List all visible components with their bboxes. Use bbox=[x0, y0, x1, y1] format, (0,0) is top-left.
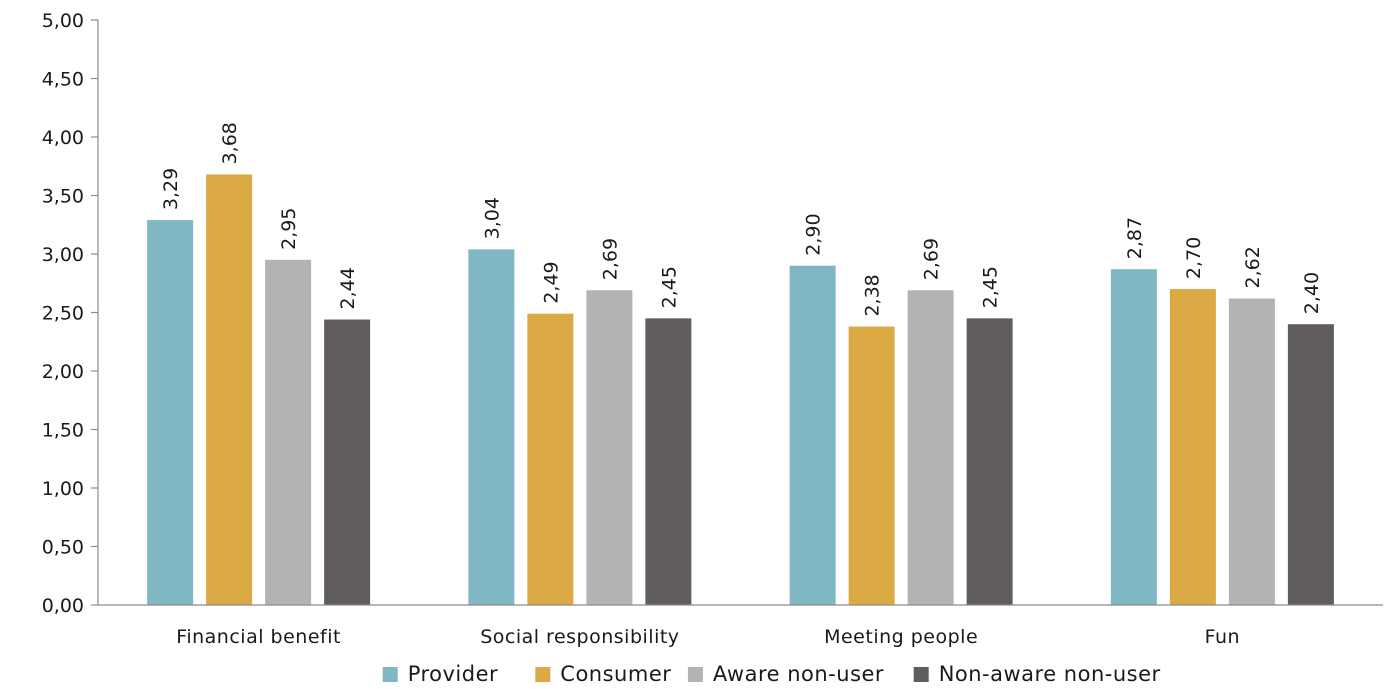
y-tick-label: 3,50 bbox=[42, 186, 84, 208]
data-label: 3,04 bbox=[481, 197, 503, 239]
legend-swatch bbox=[913, 667, 929, 682]
legend-swatch bbox=[535, 667, 551, 682]
y-tick-label: 2,50 bbox=[42, 303, 84, 325]
legend-label: Aware non-user bbox=[713, 662, 884, 686]
data-label: 2,40 bbox=[1301, 272, 1323, 314]
bar-non-aware-non-user bbox=[1287, 324, 1334, 605]
legend-label: Non-aware non-user bbox=[939, 662, 1161, 686]
y-tick-label: 1,00 bbox=[42, 478, 84, 500]
data-label: 2,69 bbox=[921, 238, 943, 280]
y-tick-label: 4,50 bbox=[42, 69, 84, 91]
data-label: 2,49 bbox=[540, 261, 562, 303]
bar-aware-non-user bbox=[586, 290, 633, 605]
bar-consumer bbox=[527, 313, 574, 605]
bar-aware-non-user bbox=[1228, 298, 1275, 605]
bar-consumer bbox=[848, 326, 895, 605]
x-category-label: Financial benefit bbox=[176, 626, 341, 648]
x-axis: Financial benefit Social responsibility Me… bbox=[98, 604, 1383, 648]
bar-aware-non-user bbox=[265, 259, 312, 605]
bar-provider bbox=[468, 249, 515, 605]
legend-swatch bbox=[382, 667, 398, 682]
legend: Provider Consumer Aware non-user Non-aware … bbox=[382, 662, 1161, 686]
bar-non-aware-non-user bbox=[645, 318, 692, 605]
bar-provider bbox=[147, 220, 194, 605]
data-label: 2,38 bbox=[862, 274, 884, 316]
bars: 3,29 3,68 2,95 2,44 3,04 2,49 2,69 2,45 2,90 2,38… bbox=[147, 122, 1334, 605]
data-label: 2,87 bbox=[1124, 217, 1146, 259]
data-label: 3,29 bbox=[160, 168, 182, 210]
x-category-label: Fun bbox=[1205, 626, 1240, 648]
data-label: 2,45 bbox=[980, 266, 1002, 308]
bar-non-aware-non-user bbox=[966, 318, 1013, 605]
bar-non-aware-non-user bbox=[324, 319, 371, 605]
legend-swatch bbox=[687, 667, 703, 682]
x-category-label: Social responsibility bbox=[480, 626, 679, 648]
bar-consumer bbox=[1169, 289, 1216, 605]
data-label: 3,68 bbox=[219, 122, 241, 164]
data-label: 2,70 bbox=[1183, 237, 1205, 279]
bar-provider bbox=[789, 265, 836, 605]
y-tick-label: 1,50 bbox=[42, 420, 84, 442]
legend-label: Consumer bbox=[560, 662, 671, 686]
y-tick-label: 3,00 bbox=[42, 244, 84, 266]
y-tick-label: 5,00 bbox=[42, 10, 84, 32]
x-category-label: Meeting people bbox=[824, 626, 978, 648]
y-tick-label: 4,00 bbox=[42, 127, 84, 149]
data-label: 2,69 bbox=[599, 238, 621, 280]
y-tick-label: 2,00 bbox=[42, 361, 84, 383]
data-label: 2,45 bbox=[658, 266, 680, 308]
y-tick-label: 0,00 bbox=[42, 595, 84, 617]
y-axis: 0,00 0,50 1,00 1,50 2,00 2,50 3,00 3,50 4,00 4,50… bbox=[42, 10, 99, 617]
y-tick-label: 0,50 bbox=[42, 537, 84, 559]
bar-provider bbox=[1110, 269, 1157, 605]
bar-aware-non-user bbox=[907, 290, 954, 605]
data-label: 2,44 bbox=[337, 267, 359, 309]
data-label: 2,95 bbox=[278, 208, 300, 250]
bar-consumer bbox=[206, 174, 253, 605]
data-label: 2,62 bbox=[1242, 246, 1264, 288]
data-label: 2,90 bbox=[803, 213, 825, 255]
legend-label: Provider bbox=[408, 662, 498, 686]
